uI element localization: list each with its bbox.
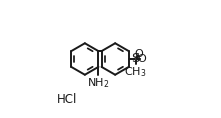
Text: O: O <box>135 49 144 59</box>
Text: O: O <box>138 54 146 64</box>
Text: S: S <box>131 53 140 65</box>
Text: CH$_3$: CH$_3$ <box>124 65 147 79</box>
Text: NH$_2$: NH$_2$ <box>87 76 110 90</box>
Text: HCl: HCl <box>57 93 77 106</box>
